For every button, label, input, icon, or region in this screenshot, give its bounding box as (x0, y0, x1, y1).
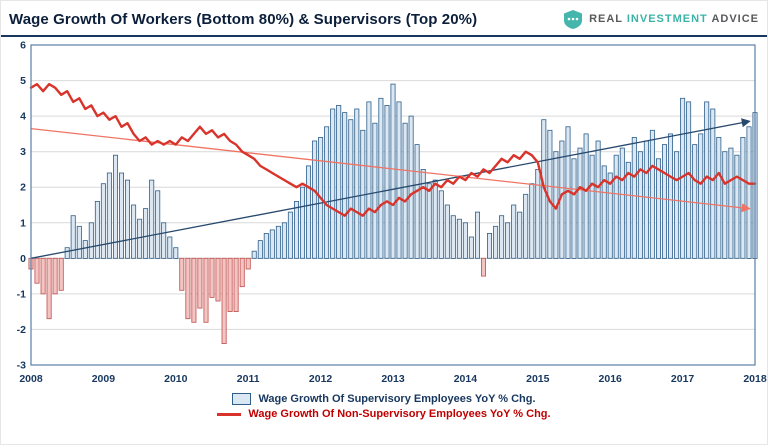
svg-text:2008: 2008 (19, 373, 43, 385)
svg-text:2015: 2015 (526, 373, 550, 385)
svg-text:2018: 2018 (743, 373, 767, 385)
ria-logo: REAL INVESTMENT ADVICE (562, 9, 759, 30)
chart-area: 6 5 4 3 2 1 0 -1 -2 -3 2008 2009 2010 2011 2012 2013 201… (1, 37, 767, 389)
legend-line-label: Wage Growth Of Non-Supervisory Employees… (248, 408, 551, 420)
svg-text:1: 1 (20, 217, 26, 229)
svg-text:4: 4 (20, 111, 26, 123)
chart-title: Wage Growth Of Workers (Bottom 80%) & Su… (9, 10, 478, 28)
legend-bar-swatch (232, 393, 252, 405)
svg-text:-2: -2 (17, 324, 26, 336)
svg-text:5: 5 (20, 75, 26, 87)
svg-text:2012: 2012 (309, 373, 333, 385)
svg-text:2014: 2014 (454, 373, 478, 385)
svg-text:2013: 2013 (381, 373, 405, 385)
legend-bar-label: Wage Growth Of Supervisory Employees YoY… (258, 393, 536, 405)
svg-text:2017: 2017 (671, 373, 695, 385)
svg-text:2: 2 (20, 182, 26, 194)
svg-text:2009: 2009 (92, 373, 116, 385)
svg-text:2011: 2011 (237, 373, 260, 385)
svg-text:-1: -1 (17, 288, 26, 300)
legend-line-swatch (217, 412, 242, 416)
svg-text:3: 3 (20, 146, 26, 158)
legend-item-non-supervisory: Wage Growth Of Non-Supervisory Employees… (217, 408, 551, 420)
svg-text:-3: -3 (17, 360, 26, 372)
header: Wage Growth Of Workers (Bottom 80%) & Su… (1, 1, 767, 37)
svg-text:0: 0 (20, 253, 26, 265)
svg-text:2010: 2010 (164, 373, 188, 385)
logo-text-real: REAL (589, 13, 623, 25)
chart-legend: Wage Growth Of Supervisory Employees YoY… (1, 393, 767, 420)
legend-item-supervisory: Wage Growth Of Supervisory Employees YoY… (232, 393, 536, 405)
logo-text: REAL INVESTMENT ADVICE (589, 13, 759, 25)
logo-text-investment: INVESTMENT (626, 13, 708, 25)
svg-text:6: 6 (20, 40, 26, 52)
shield-logo-icon (562, 9, 584, 30)
logo-text-advice: ADVICE (711, 13, 759, 25)
svg-text:2016: 2016 (599, 373, 623, 385)
